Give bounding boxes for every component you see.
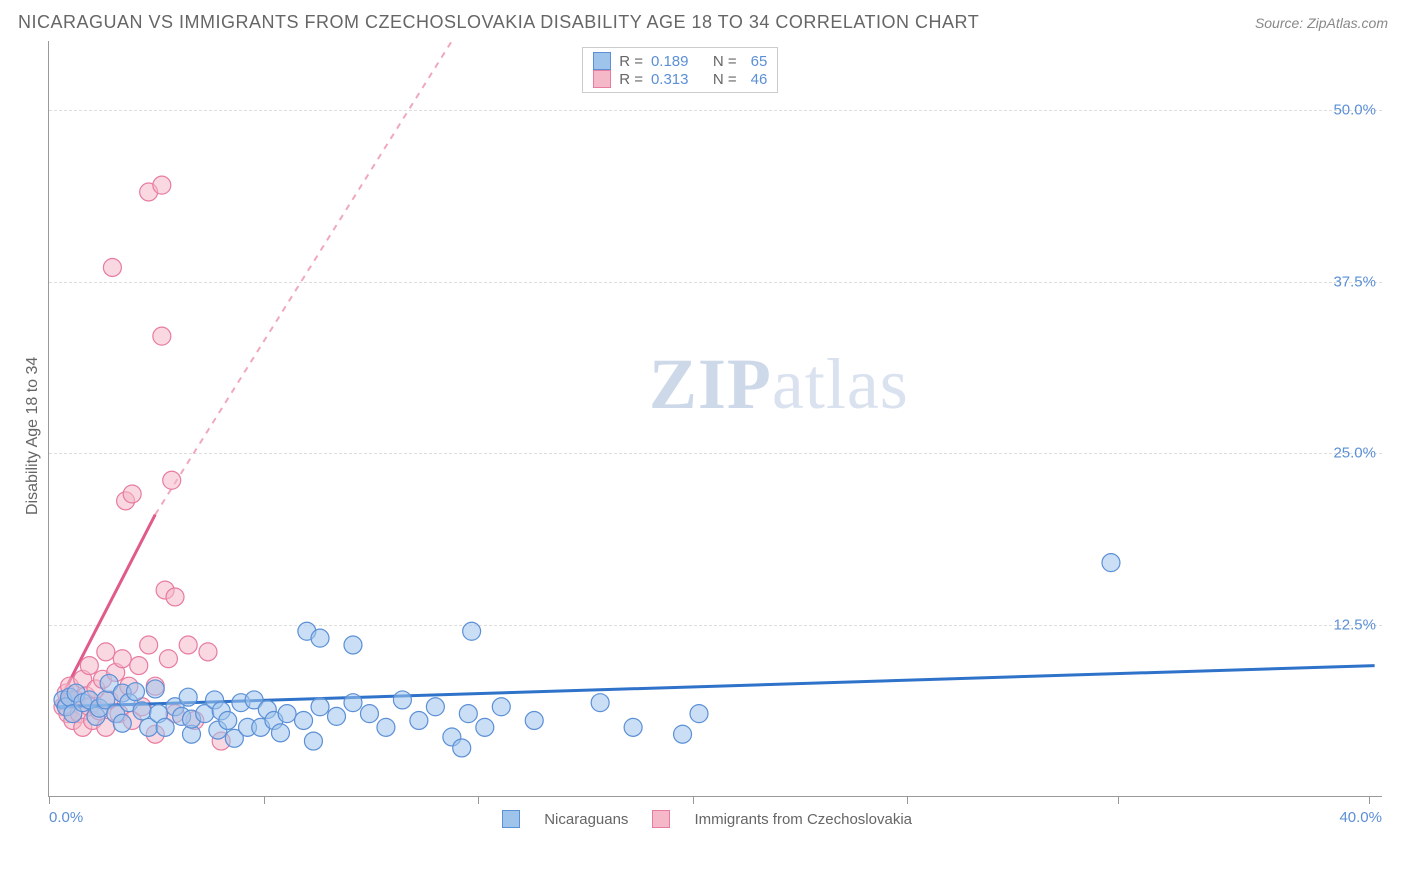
legend-swatch-bottom-1	[652, 810, 670, 828]
legend-swatch-1	[593, 70, 611, 88]
n-value-1: 46	[751, 71, 768, 88]
chart-title: NICARAGUAN VS IMMIGRANTS FROM CZECHOSLOV…	[18, 12, 979, 33]
r-label-0: R =	[619, 53, 643, 70]
chart-header: NICARAGUAN VS IMMIGRANTS FROM CZECHOSLOV…	[18, 12, 1388, 33]
source-label: Source: ZipAtlas.com	[1255, 15, 1388, 31]
scatter-layer	[49, 41, 1382, 796]
plot-outer: Disability Age 18 to 34 12.5%25.0%37.5%5…	[18, 41, 1388, 831]
r-label-1: R =	[619, 71, 643, 88]
plot-area: 12.5%25.0%37.5%50.0% ZIPatlas R = 0.189 …	[48, 41, 1382, 797]
chart-container: NICARAGUAN VS IMMIGRANTS FROM CZECHOSLOV…	[0, 0, 1406, 892]
legend-stats-box: R = 0.189 N = 65 R = 0.313 N = 46	[582, 47, 778, 93]
x-axis-max-label: 40.0%	[1339, 809, 1382, 826]
legend-swatch-0	[593, 52, 611, 70]
legend-swatch-bottom-0	[502, 810, 520, 828]
y-axis-label: Disability Age 18 to 34	[18, 41, 48, 831]
n-label-0: N =	[713, 53, 737, 70]
legend-series: Nicaraguans Immigrants from Czechoslovak…	[502, 810, 912, 828]
series-name-0: Nicaraguans	[544, 811, 628, 828]
n-value-0: 65	[751, 53, 768, 70]
r-value-0: 0.189	[651, 53, 689, 70]
r-value-1: 0.313	[651, 71, 689, 88]
legend-stats-row-1: R = 0.313 N = 46	[593, 70, 767, 88]
x-axis-min-label: 0.0%	[49, 809, 83, 826]
series-name-1: Immigrants from Czechoslovakia	[694, 811, 912, 828]
n-label-1: N =	[713, 71, 737, 88]
legend-stats-row-0: R = 0.189 N = 65	[593, 52, 767, 70]
